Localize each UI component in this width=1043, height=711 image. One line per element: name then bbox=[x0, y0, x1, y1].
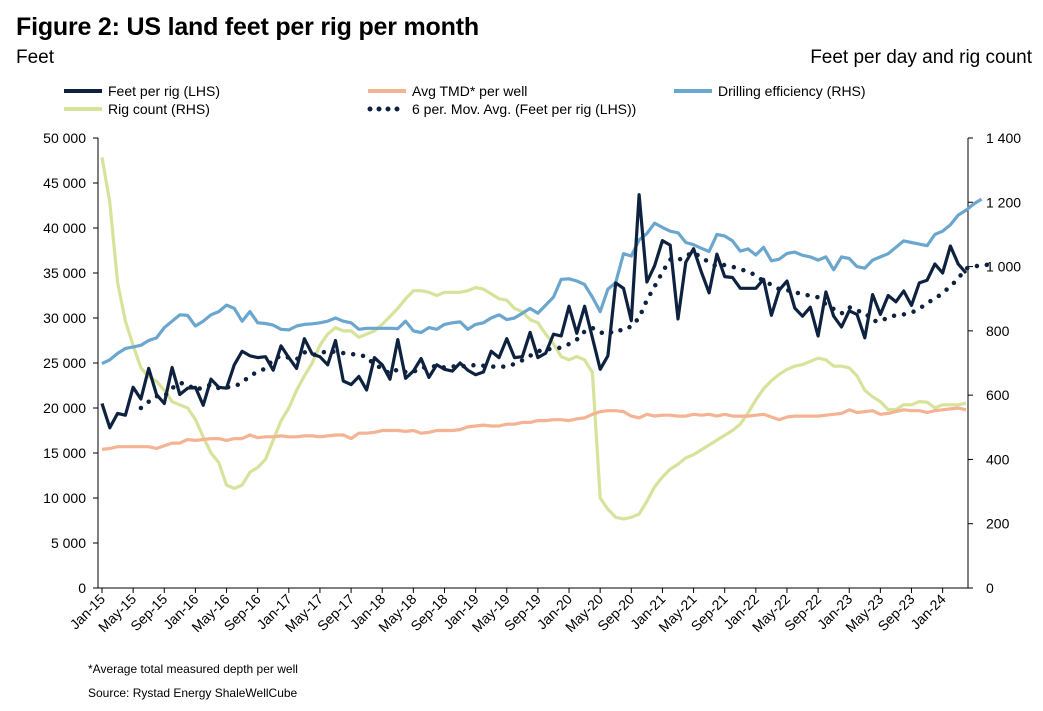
right-tick-label: 400 bbox=[986, 451, 1010, 467]
left-tick-label: 30 000 bbox=[43, 310, 86, 326]
right-tick-label: 600 bbox=[986, 387, 1010, 403]
left-tick-label: 40 000 bbox=[43, 220, 86, 236]
left-tick-label: 0 bbox=[78, 580, 86, 596]
left-tick-label: 25 000 bbox=[43, 355, 86, 371]
left-tick-label: 50 000 bbox=[43, 130, 86, 146]
left-tick-label: 45 000 bbox=[43, 175, 86, 191]
right-axis-unit-label: Feet per day and rig count bbox=[810, 47, 1032, 68]
left-axis-unit-label: Feet bbox=[16, 47, 55, 68]
footnote: *Average total measured depth per well bbox=[88, 662, 298, 676]
left-tick-label: 20 000 bbox=[43, 400, 86, 416]
left-tick-label: 35 000 bbox=[43, 265, 86, 281]
right-tick-label: 1 000 bbox=[986, 259, 1021, 275]
source-note: Source: Rystad Energy ShaleWellCube bbox=[88, 686, 298, 700]
left-tick-label: 5 000 bbox=[51, 535, 86, 551]
series-line-avg-tmd bbox=[101, 406, 967, 451]
right-tick-label: 0 bbox=[986, 580, 994, 596]
series-line-rig-count bbox=[100, 157, 967, 521]
series-line-feet-per-rig bbox=[100, 193, 968, 430]
chart-title: Figure 2: US land feet per rig per month bbox=[16, 13, 479, 41]
right-tick-label: 1 200 bbox=[986, 194, 1021, 210]
series-line-moving-average bbox=[138, 250, 992, 411]
left-tick-label: 10 000 bbox=[43, 490, 86, 506]
right-tick-label: 200 bbox=[986, 516, 1010, 532]
right-tick-label: 1 400 bbox=[986, 130, 1021, 146]
left-tick-label: 15 000 bbox=[43, 445, 86, 461]
series-line-drilling-efficiency bbox=[101, 197, 983, 366]
x-tick-label: Jan-24 bbox=[907, 591, 949, 633]
right-tick-label: 800 bbox=[986, 323, 1010, 339]
